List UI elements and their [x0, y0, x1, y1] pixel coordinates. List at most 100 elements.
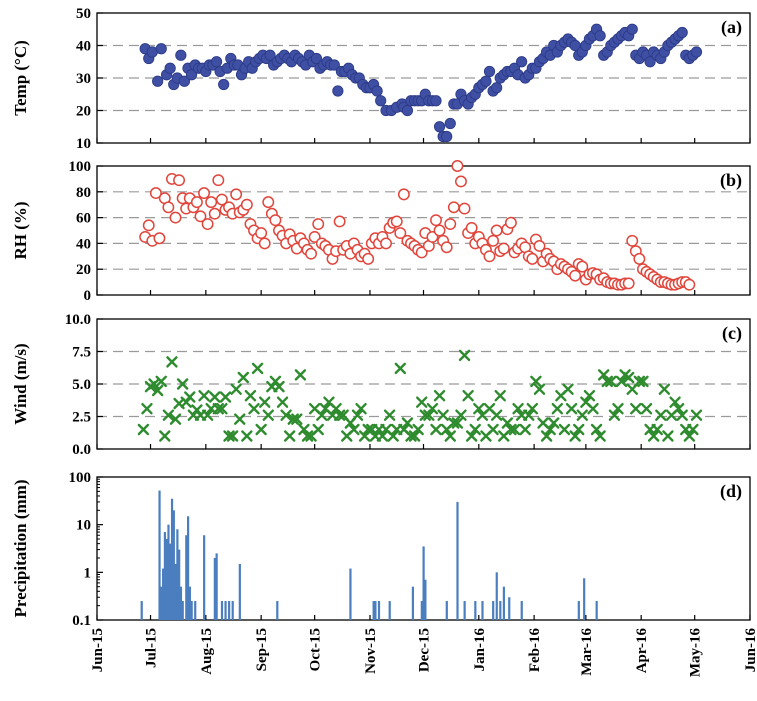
precip-bar: [224, 601, 227, 620]
wind-point: [601, 375, 613, 388]
precip-bar: [160, 586, 163, 620]
wind-point: [490, 409, 503, 421]
temp-point: [441, 130, 453, 143]
wind-point: [651, 423, 663, 436]
precip-bar: [203, 535, 206, 620]
wind-point: [259, 396, 271, 408]
rh-point: [683, 278, 696, 291]
wind-point: [151, 384, 164, 397]
rh-point: [504, 216, 517, 229]
x-tick-label: Jun-16: [743, 628, 757, 673]
precip-bar: [474, 601, 477, 620]
wind-point: [226, 430, 239, 442]
x-axis-labels: Jun-15 Jul-15 Aug-15 Sep-15 Oct-15 Nov-15 Dec-…: [90, 628, 757, 678]
panel-tag: (a): [721, 17, 742, 38]
precip-bar: [377, 601, 381, 620]
wind-point: [216, 403, 228, 415]
wind-point: [608, 409, 621, 421]
precip-bar: [583, 578, 586, 620]
precip-bar: [188, 586, 191, 620]
wind-point: [237, 371, 250, 384]
wind-point: [605, 375, 617, 388]
wind-point: [615, 375, 628, 388]
temp-point: [178, 75, 191, 87]
precip-bar: [520, 601, 523, 620]
precip-bar: [372, 601, 375, 620]
y-tick-label: 0.1: [72, 613, 91, 629]
rh-point: [205, 196, 218, 209]
x-tick-label: Jul-15: [144, 628, 160, 668]
wind-point: [262, 409, 274, 421]
rh-point: [169, 211, 182, 224]
y-axis-label: Wind (m/s): [11, 343, 30, 424]
wind-point: [355, 403, 367, 415]
y-tick-label: 10.0: [65, 312, 91, 328]
wind-point: [166, 356, 178, 368]
wind-point: [658, 383, 671, 395]
precip-bar: [181, 601, 184, 620]
rh-point: [194, 210, 207, 223]
wind-point: [519, 423, 531, 436]
temp-point: [444, 117, 456, 130]
wind-point: [169, 413, 182, 425]
wind-point: [223, 430, 235, 442]
precip-bar: [170, 498, 174, 620]
rh-point: [490, 224, 503, 237]
rh-point: [308, 231, 321, 243]
wind-point: [287, 413, 299, 425]
precip-bar: [481, 601, 484, 620]
precip-bar: [185, 535, 188, 620]
wind-point: [583, 390, 596, 402]
temp-point: [218, 78, 230, 91]
x-tick-label: Dec-15: [417, 628, 433, 672]
rh-point: [426, 231, 439, 243]
precip-bar: [445, 601, 448, 620]
precip-bar: [502, 586, 505, 620]
temp-point: [375, 95, 387, 107]
wind-point: [376, 430, 389, 442]
wind-point: [201, 409, 214, 421]
wind-point: [244, 390, 257, 402]
wind-point: [234, 413, 246, 425]
wind-point: [433, 390, 446, 402]
y-tick-label: 30: [76, 71, 91, 87]
rh-point: [626, 234, 639, 247]
x-tick-label: Mar-16: [579, 628, 595, 676]
temp-point: [594, 30, 606, 42]
rh-point: [394, 227, 407, 240]
wind-point: [494, 390, 506, 402]
precip-bar: [163, 532, 166, 620]
wind-point: [408, 430, 421, 442]
rh-point: [255, 227, 268, 240]
y-tick-label: 40: [76, 236, 91, 252]
y-axis-label: RH (%): [11, 201, 30, 259]
y-tick-label: 0.0: [72, 442, 91, 458]
wind-point: [280, 409, 292, 421]
wind-point: [444, 430, 456, 442]
wind-point: [612, 403, 624, 415]
wind-point: [230, 383, 242, 395]
wind-point: [301, 430, 314, 442]
temp-point: [164, 62, 176, 74]
wind-point: [394, 362, 407, 375]
y-tick-label: 20: [76, 104, 91, 120]
panel-a: 50 40 30 20 10 Temp (°C) (a): [11, 6, 751, 152]
wind-point: [273, 380, 285, 393]
precip-bar: [349, 568, 352, 620]
wind-point: [487, 423, 499, 436]
wind-point: [672, 403, 685, 415]
wind-point: [640, 403, 653, 415]
rh-point: [312, 218, 325, 231]
wind-point: [437, 409, 449, 421]
wind-point: [633, 375, 646, 388]
wind-point: [676, 409, 688, 421]
wind-point: [594, 430, 606, 442]
wind-point: [647, 430, 660, 442]
y-axis-label: Temp (°C): [11, 40, 30, 116]
precip-bar: [463, 601, 466, 620]
wind-point: [294, 369, 307, 381]
rh-point: [258, 237, 271, 250]
wind-point: [512, 403, 524, 415]
rh-point: [483, 250, 496, 263]
